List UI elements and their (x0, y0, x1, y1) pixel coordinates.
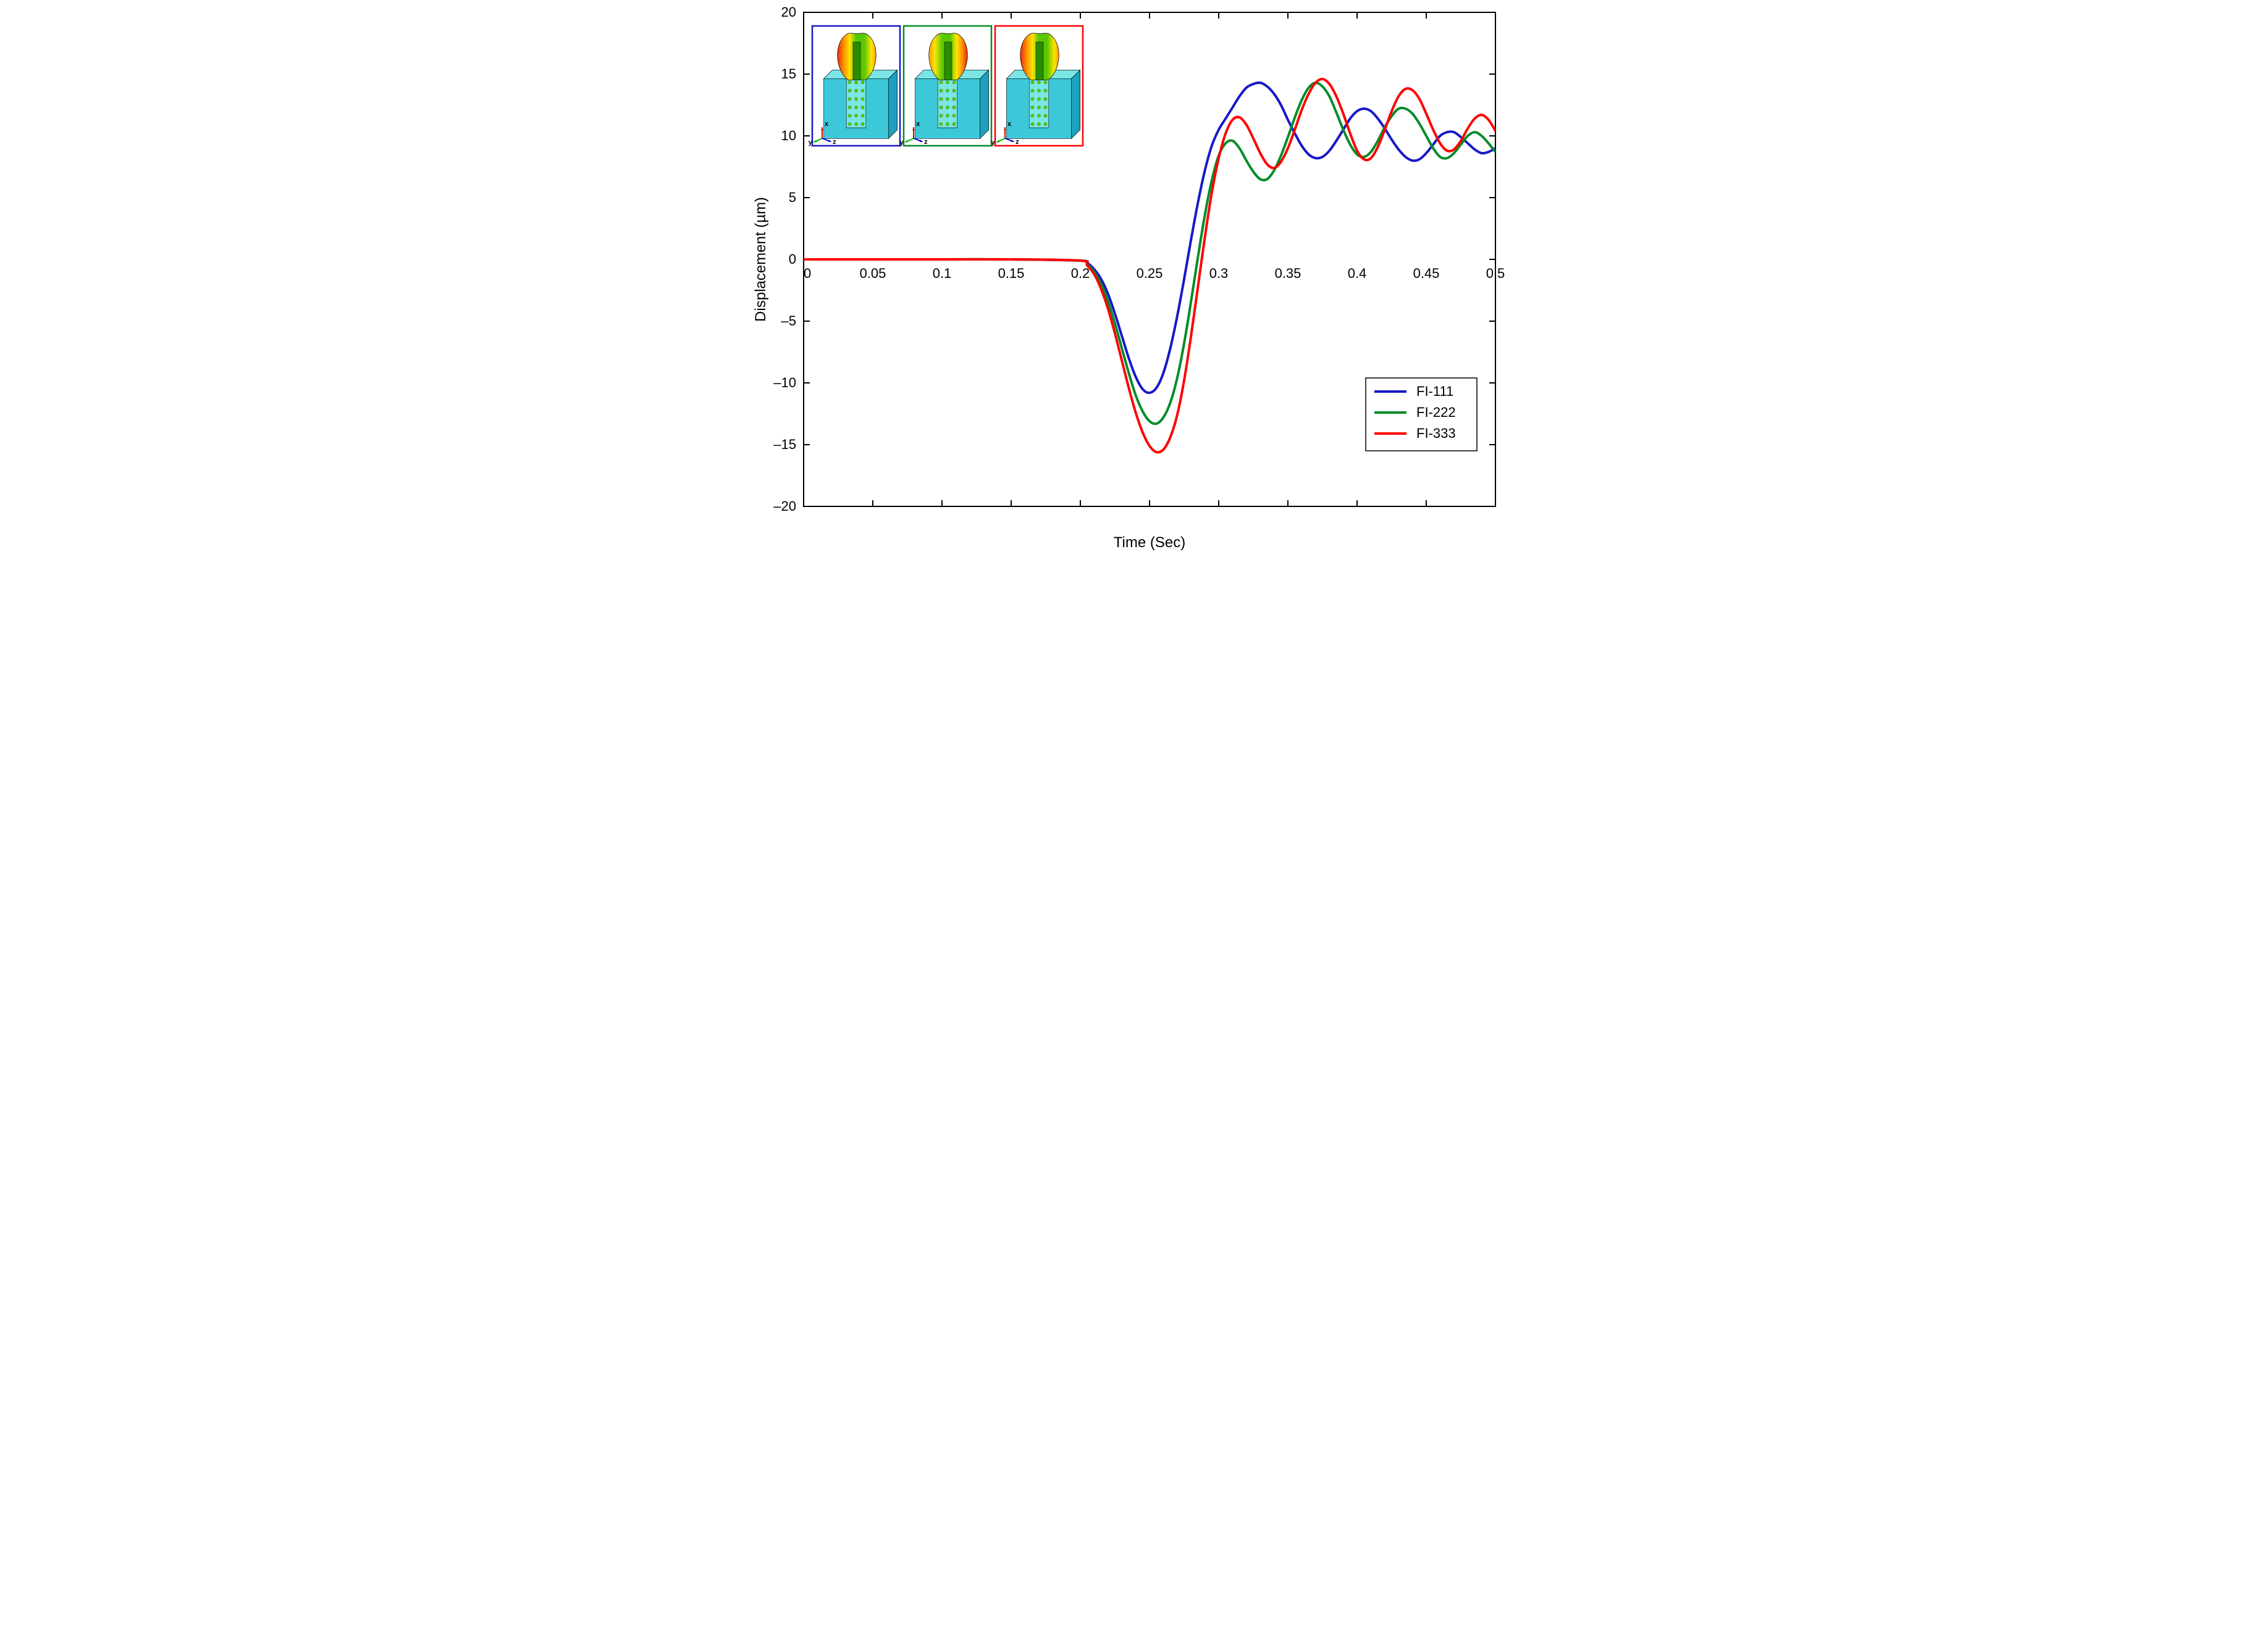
inset-fea-0: x y z (809, 26, 900, 146)
svg-text:y: y (991, 139, 996, 146)
ytick-label: –10 (773, 375, 796, 390)
xtick-label: 0.2 (1071, 266, 1090, 281)
ytick-label: –5 (781, 313, 796, 329)
svg-text:y: y (809, 139, 813, 146)
xtick-label: 0.1 (933, 266, 952, 281)
xtick-label: 0.35 (1275, 266, 1301, 281)
displacement-chart: 0 0.05 0.1 0.15 0.2 0.25 0.3 0.35 0.4 0.45 0.5 –20 –… (748, 0, 1514, 560)
xtick-label: 0.05 (860, 266, 886, 281)
legend-label: FI-222 (1416, 405, 1456, 420)
ytick-label: 5 (789, 190, 796, 205)
xtick-label: 0.4 (1348, 266, 1367, 281)
xtick-label: 0 (804, 266, 811, 281)
ytick-label: –20 (773, 498, 796, 514)
ytick-label: 20 (781, 4, 796, 20)
svg-text:y: y (900, 139, 904, 146)
svg-text:x: x (916, 120, 920, 128)
xtick-label: 0.3 (1209, 266, 1229, 281)
xtick-label: 0.15 (998, 266, 1025, 281)
inset-fea-2: x y z (991, 26, 1083, 146)
ytick-label: 10 (781, 128, 796, 143)
x-axis-label: Time (Sec) (1114, 534, 1185, 551)
inset-fea-1: x y z (900, 26, 991, 146)
svg-text:x: x (1007, 120, 1012, 128)
ytick-label: 0 (789, 251, 796, 267)
xtick-label: 0.25 (1137, 266, 1163, 281)
svg-text:z: z (833, 138, 836, 146)
y-axis-label: Displacement (µm) (752, 197, 769, 322)
xtick-label: 0.5 (1486, 266, 1505, 281)
xtick-label: 0.45 (1413, 266, 1440, 281)
svg-text:z: z (1015, 138, 1019, 146)
legend-label: FI-333 (1416, 426, 1456, 441)
svg-text:x: x (825, 120, 829, 128)
legend: FI-111 FI-222 FI-333 (1366, 378, 1477, 451)
legend-label: FI-111 (1416, 384, 1453, 399)
svg-text:z: z (924, 138, 928, 146)
ytick-label: –15 (773, 437, 796, 452)
ytick-label: 15 (781, 66, 796, 82)
